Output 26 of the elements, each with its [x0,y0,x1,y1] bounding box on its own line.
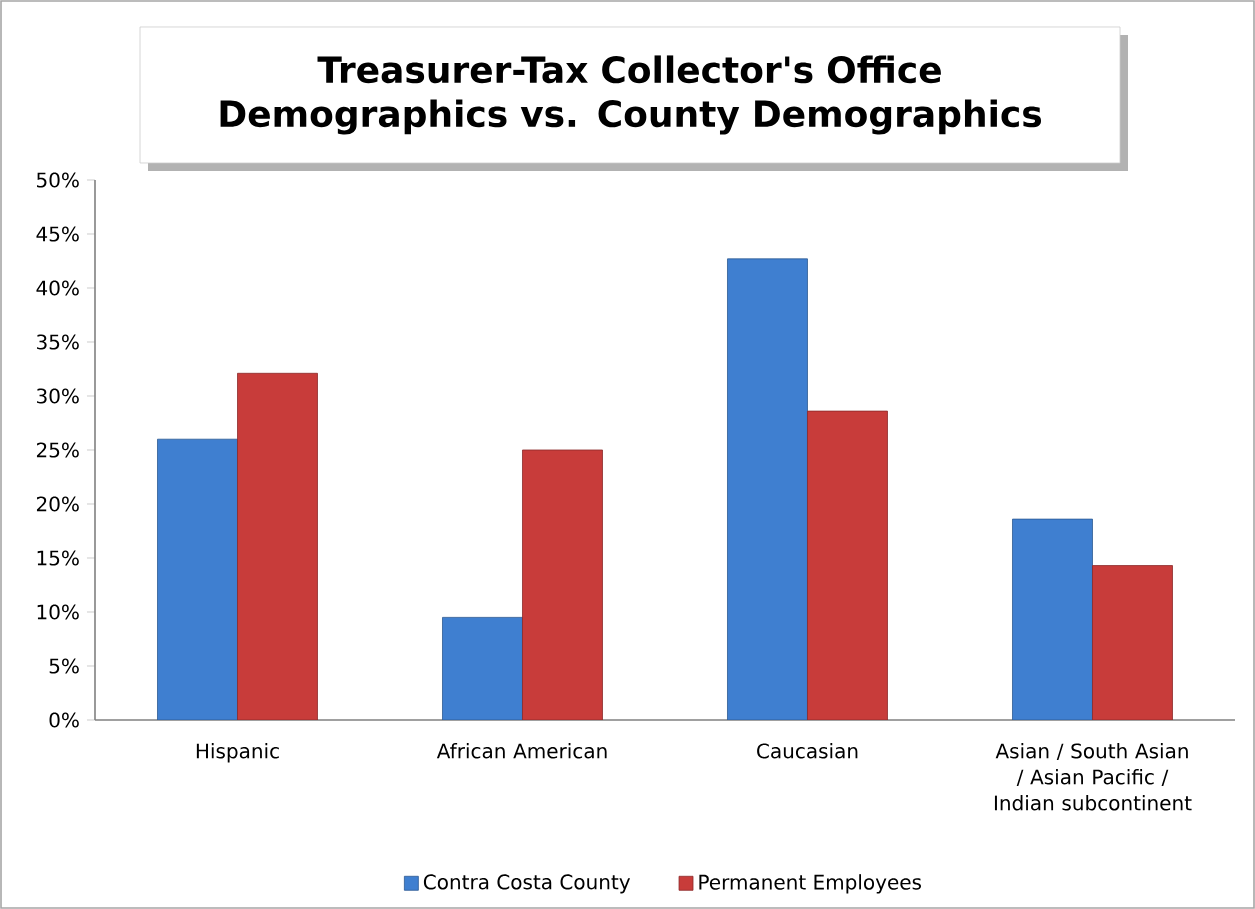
bar [1092,565,1173,720]
x-tick-label: Hispanic [196,743,279,763]
y-tick-label: 25% [36,442,79,458]
y-tick-label: 50% [37,172,79,188]
bar [522,449,603,720]
y-tick-label: 10% [37,604,79,620]
y-tick-label: 30% [37,388,79,404]
y-tick-label: 0% [49,712,79,728]
bar [1012,518,1093,720]
bar [157,438,238,720]
x-tick-label: African American [436,743,607,759]
y-tick-label: 35% [37,334,79,350]
bar [442,616,523,720]
y-tick-label: 45% [36,226,79,242]
y-tick-label: 5% [49,658,79,674]
x-tick-label: Caucasian [757,743,858,759]
chart-title: Treasurer-Tax Collector's Office Demographics vs. County Demographics [220,55,1042,135]
bar [727,258,808,720]
y-tick-label: 15% [37,550,79,566]
legend-label: Permanent Employees [699,874,922,894]
bar [237,372,318,720]
y-tick-label: 40% [36,280,79,296]
x-tick-label: Asian / South Asian / Asian Pacific / Indian subcontinent [994,743,1192,811]
legend-label: Contra Costa County [423,874,631,894]
bar [807,410,888,720]
y-tick-label: 20% [36,496,79,512]
